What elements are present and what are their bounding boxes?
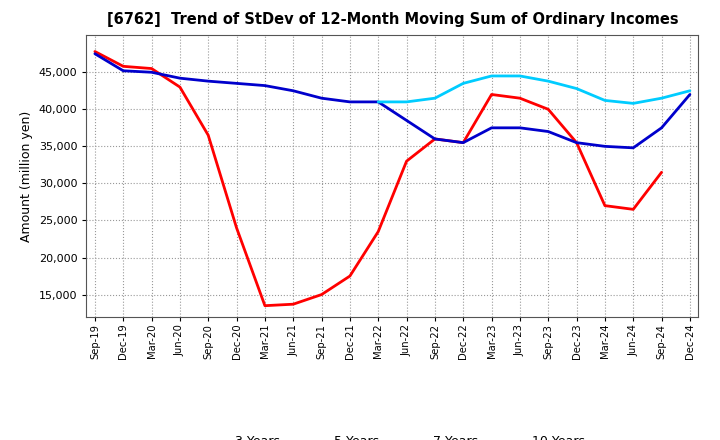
3 Years (91, 49, 99, 54)
Line: 3 Years: 3 Years (95, 51, 662, 306)
5 Years (148, 70, 156, 75)
7 Years (629, 101, 637, 106)
7 Years (402, 99, 411, 105)
7 Years (459, 81, 467, 86)
Line: 7 Years: 7 Years (378, 76, 690, 103)
5 Years (119, 68, 127, 73)
7 Years (600, 98, 609, 103)
7 Years (516, 73, 524, 79)
7 Years (572, 86, 581, 91)
5 Years (261, 83, 269, 88)
5 Years (91, 51, 99, 56)
3 Years (346, 273, 354, 279)
5 Years (685, 92, 694, 97)
5 Years (402, 118, 411, 123)
3 Years (431, 136, 439, 142)
3 Years (119, 64, 127, 69)
5 Years (459, 140, 467, 145)
7 Years (544, 78, 552, 84)
5 Years (657, 125, 666, 131)
3 Years (204, 132, 212, 138)
3 Years (318, 292, 326, 297)
3 Years (572, 140, 581, 145)
7 Years (431, 95, 439, 101)
5 Years (374, 99, 382, 105)
5 Years (600, 144, 609, 149)
3 Years (148, 66, 156, 71)
3 Years (233, 225, 241, 231)
3 Years (516, 95, 524, 101)
Y-axis label: Amount (million yen): Amount (million yen) (20, 110, 33, 242)
5 Years (516, 125, 524, 131)
Line: 5 Years: 5 Years (95, 54, 690, 148)
5 Years (431, 136, 439, 142)
Legend: 3 Years, 5 Years, 7 Years, 10 Years: 3 Years, 5 Years, 7 Years, 10 Years (195, 430, 590, 440)
5 Years (346, 99, 354, 105)
3 Years (629, 207, 637, 212)
5 Years (572, 140, 581, 145)
5 Years (204, 78, 212, 84)
5 Years (176, 76, 184, 81)
5 Years (487, 125, 496, 131)
3 Years (544, 106, 552, 112)
3 Years (459, 140, 467, 145)
7 Years (374, 99, 382, 105)
5 Years (318, 95, 326, 101)
3 Years (402, 158, 411, 164)
5 Years (544, 129, 552, 134)
5 Years (289, 88, 297, 93)
3 Years (261, 303, 269, 308)
3 Years (657, 170, 666, 175)
3 Years (176, 84, 184, 90)
3 Years (487, 92, 496, 97)
5 Years (233, 81, 241, 86)
3 Years (374, 229, 382, 234)
5 Years (629, 145, 637, 150)
3 Years (289, 301, 297, 307)
7 Years (657, 95, 666, 101)
Title: [6762]  Trend of StDev of 12-Month Moving Sum of Ordinary Incomes: [6762] Trend of StDev of 12-Month Moving… (107, 12, 678, 27)
3 Years (600, 203, 609, 208)
7 Years (685, 88, 694, 93)
7 Years (487, 73, 496, 79)
